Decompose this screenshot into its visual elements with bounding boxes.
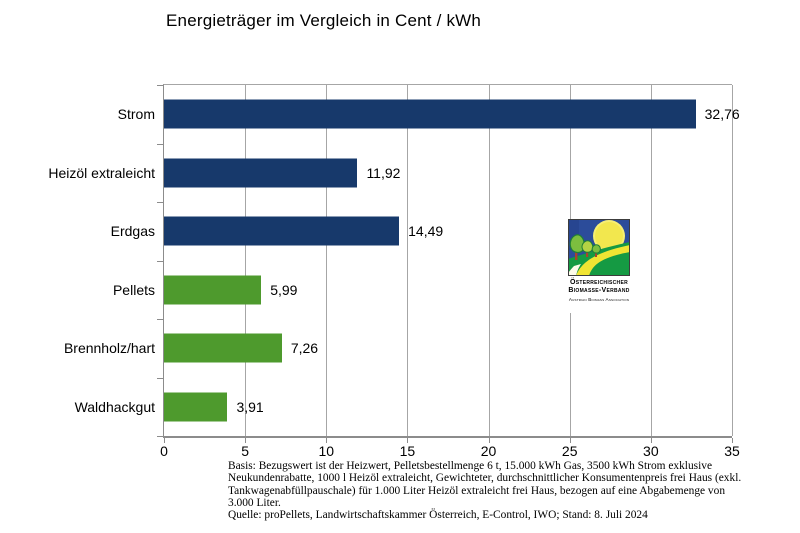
x-axis-tick-label: 30	[643, 443, 659, 459]
basis-note-line: Basis: Bezugswert ist der Heizwert, Pell…	[228, 460, 713, 472]
category-label: Waldhackgut	[74, 398, 155, 415]
gridline-35	[732, 85, 733, 436]
category-label: Heizöl extraleicht	[48, 164, 155, 181]
y-axis-tick	[157, 377, 163, 379]
x-axis-tick	[650, 438, 652, 443]
bar-strom	[164, 99, 696, 129]
value-label: 3,91	[236, 398, 264, 415]
chart-row: Heizöl extraleicht 11,92	[48, 144, 732, 203]
x-axis-tick	[326, 438, 328, 443]
chart-row: Strom 32,76	[118, 85, 740, 144]
plot-area: 0 5 10 15 20 25 30 35 Strom 32,76 Heizöl extraleic…	[48, 84, 740, 458]
logo-org-line1: Österreichischer	[569, 279, 629, 286]
x-axis-tick-label: 10	[318, 443, 335, 459]
category-label: Brennholz/hart	[63, 340, 155, 357]
x-axis-tick-label: 0	[160, 443, 168, 459]
x-axis-tick	[245, 438, 247, 443]
chart-title: Energieträger im Vergleich in Cent / kWh	[166, 11, 482, 30]
gridline-30	[650, 85, 652, 436]
bar-waldhackgut	[164, 392, 228, 422]
bar-brennholz-hart	[164, 333, 282, 363]
chart-row: Brennholz/hart 7,26	[64, 319, 732, 378]
x-axis-tick	[407, 438, 409, 443]
bar-erdgas	[164, 216, 400, 246]
x-axis-tick	[488, 438, 490, 443]
x-axis-tick-label: 35	[724, 443, 740, 459]
category-label: Strom	[117, 106, 155, 123]
gridline-10	[326, 85, 328, 436]
x-axis-tick-label: 5	[241, 443, 250, 459]
value-label: 7,26	[290, 340, 319, 357]
logo-org-line2: Biomasse-Verband	[568, 286, 630, 294]
chart-row: Waldhackgut 3,91	[75, 378, 732, 437]
source-note: Quelle: proPellets, Landwirtschaftskamme…	[228, 509, 648, 522]
biomasse-verband-logo: Österreichischer Biomasse-Verband Austri…	[559, 219, 639, 313]
gridline-20	[488, 85, 490, 436]
value-label: 32,76	[704, 106, 740, 123]
x-axis-tick-label: 15	[399, 443, 416, 459]
basis-note-line: 3.000 Liter.	[228, 496, 281, 509]
bar-heiz-l-extraleicht	[164, 158, 358, 188]
y-axis-tick	[157, 143, 163, 145]
x-axis-tick	[569, 438, 571, 443]
footnote-block: Basis: Bezugswert ist der Heizwert, Pell…	[228, 460, 790, 521]
category-label: Erdgas	[110, 223, 155, 240]
chart-row: Erdgas 14,49	[111, 202, 732, 261]
gridline-5	[245, 85, 247, 436]
category-label: Pellets	[112, 281, 155, 298]
value-label: 11,92	[366, 164, 401, 181]
chart-row: Pellets 5,99	[113, 261, 732, 320]
bar-pellets	[164, 275, 262, 305]
value-label: 5,99	[270, 281, 298, 298]
y-axis-tick	[157, 260, 163, 262]
x-axis-tick	[732, 438, 733, 443]
y-axis-tick	[157, 436, 163, 437]
basis-note-line: Tankwagenabfüllpauschale) für 1.000 Lite…	[228, 484, 726, 497]
y-axis-tick	[157, 319, 163, 320]
basis-note-line: Neukundenrabatte, 1000 l Heizöl extralei…	[228, 472, 742, 485]
y-axis-tick	[157, 85, 163, 86]
logo-landscape-icon	[568, 219, 630, 276]
x-axis-tick-label: 20	[480, 443, 497, 459]
value-label: 14,49	[408, 223, 444, 240]
x-axis-tick	[164, 438, 165, 443]
gridline-15	[407, 85, 409, 436]
x-axis-tick-label: 25	[561, 443, 578, 459]
logo-subtitle: Austrian Biomass Association	[568, 297, 630, 302]
y-axis-tick	[157, 202, 163, 203]
